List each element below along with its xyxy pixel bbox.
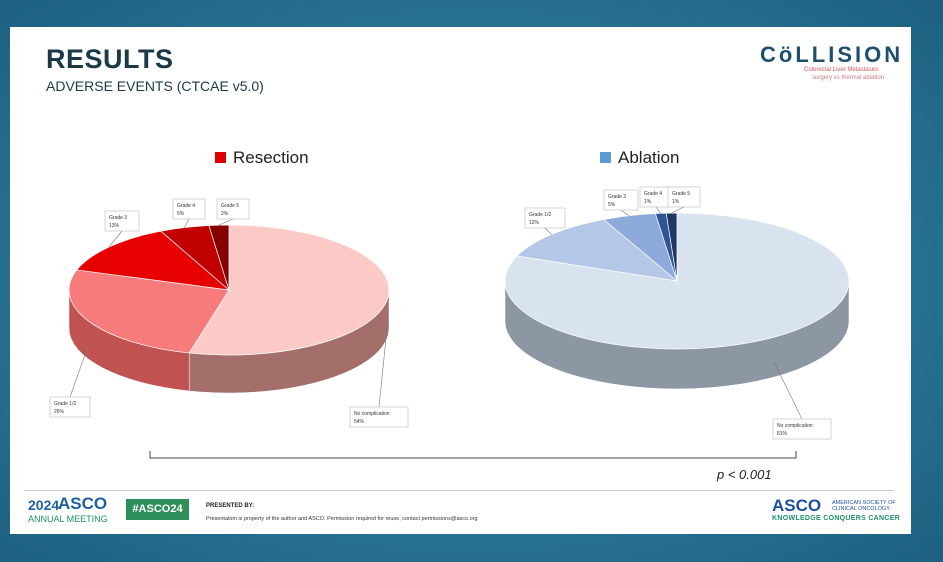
asco-logo-left: ASCO	[58, 494, 108, 513]
collision-logo: CöLLISION Colorectal Liver Metastases: s…	[760, 40, 900, 82]
data-label-no-complication: No complication 81%	[772, 361, 832, 440]
leader-line	[655, 206, 662, 214]
label-box	[216, 198, 250, 220]
data-label-grade-5: Grade 5 1%	[667, 186, 701, 214]
legend-label: Ablation	[618, 148, 679, 167]
annual-meeting: ANNUAL MEETING	[28, 514, 108, 524]
hashtag-badge: #ASCO24	[126, 499, 189, 520]
label-box	[172, 198, 206, 220]
pie-slice-grade-1-2	[516, 219, 679, 282]
leader-line	[184, 218, 190, 228]
label-box	[524, 207, 566, 229]
label-box	[104, 210, 140, 232]
label-category: Grade 4	[644, 191, 662, 197]
asco-tagline: KNOWLEDGE CONQUERS CANCER	[772, 515, 901, 522]
label-box	[49, 396, 91, 418]
data-label-grade-3: Grade 3 5%	[603, 189, 639, 216]
legend-swatch	[215, 152, 226, 163]
label-category: Grade 3	[109, 215, 127, 221]
leader-line	[218, 218, 234, 226]
data-label-grade-3: Grade 3 13%	[104, 210, 140, 248]
slide-title: RESULTS	[46, 44, 174, 74]
label-category: Grade 3	[608, 194, 626, 200]
asco-logo-right: ASCO	[772, 496, 822, 515]
label-value: 1%	[672, 199, 680, 205]
label-value: 81%	[777, 431, 788, 437]
footer-year: 2024	[28, 497, 60, 513]
presented-by: PRESENTED BY:	[206, 503, 255, 509]
label-category: Grade 1/2	[529, 212, 551, 218]
label-category: No complication	[777, 423, 813, 429]
collision-logo-tagline-2: surgery vs thermal ablation	[812, 75, 885, 81]
pie-legend: Resection	[215, 148, 309, 167]
label-box	[667, 186, 701, 208]
label-value: 12%	[529, 220, 540, 226]
property-note: Presentation is property of the author a…	[206, 516, 478, 522]
label-value: 1%	[644, 199, 652, 205]
legend-swatch	[600, 152, 611, 163]
collision-logo-word: CöLLISION	[760, 42, 904, 67]
label-box	[603, 189, 639, 211]
collision-logo-tagline: Colorectal Liver Metastases:	[804, 67, 880, 73]
leader-line	[773, 361, 803, 420]
label-category: Grade 5	[221, 203, 239, 209]
leader-line	[378, 320, 389, 408]
data-label-grade-5: Grade 5 2%	[216, 198, 250, 226]
data-label-no-complication: No complication 54%	[349, 320, 409, 428]
pie-legend: Ablation	[600, 148, 679, 167]
data-label-grade-1-2: Grade 1/2 26%	[49, 344, 91, 418]
comparison-bracket	[149, 451, 797, 459]
label-value: 5%	[608, 202, 616, 208]
slide: RESULTS ADVERSE EVENTS (CTCAE v5.0) CöLL…	[10, 27, 911, 534]
label-category: No complication	[354, 411, 390, 417]
footer-divider	[24, 490, 894, 491]
label-category: Grade 1/2	[54, 401, 76, 407]
data-label-grade-4: Grade 4 1%	[639, 186, 673, 214]
leader-line	[544, 227, 552, 235]
legend-label: Resection	[233, 148, 309, 167]
label-value: 54%	[354, 419, 365, 425]
label-box	[772, 418, 832, 440]
label-category: Grade 4	[177, 203, 195, 209]
label-value: 13%	[109, 223, 120, 229]
label-value: 5%	[177, 211, 185, 217]
leader-line	[69, 344, 90, 398]
leader-line	[108, 230, 123, 248]
label-value: 2%	[221, 211, 229, 217]
asco-society-name: AMERICAN SOCIETY OF CLINICAL ONCOLOGY	[832, 500, 896, 512]
p-value: p < 0.001	[717, 467, 772, 482]
label-value: 26%	[54, 409, 65, 415]
slide-subtitle: ADVERSE EVENTS (CTCAE v5.0)	[46, 78, 264, 94]
label-category: Grade 5	[672, 191, 690, 197]
pie-slice-no-complication	[188, 224, 390, 356]
data-label-grade-1-2: Grade 1/2 12%	[524, 207, 566, 235]
pie-slice-grade-1-2	[68, 269, 230, 354]
leader-line	[671, 206, 685, 214]
data-label-grade-4: Grade 4 5%	[172, 198, 206, 228]
label-box	[349, 406, 409, 428]
leader-line	[620, 209, 630, 216]
